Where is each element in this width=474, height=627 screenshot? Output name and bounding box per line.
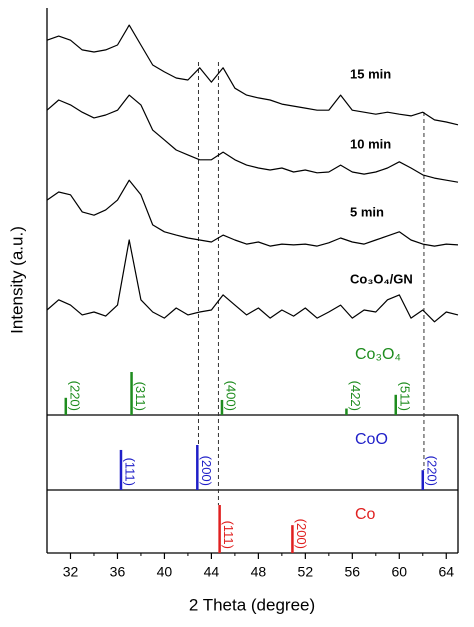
x-tick-label: 64 [438, 564, 454, 580]
x-tick-label: 60 [391, 564, 407, 580]
x-tick-label: 48 [251, 564, 267, 580]
x-tick-label: 52 [298, 564, 314, 580]
x-tick-label: 44 [204, 564, 220, 580]
xrd-curve [46, 94, 459, 183]
peak-label: (311) [133, 382, 148, 411]
curve-label: 15 min [350, 66, 391, 81]
peak-label: (200) [294, 519, 309, 549]
peak-label: (511) [397, 382, 412, 411]
peak-label: (220) [424, 456, 439, 486]
x-tick-label: 56 [345, 564, 361, 580]
x-tick-label: 32 [63, 564, 79, 580]
peak-label: (111) [123, 458, 138, 486]
peak-label: (400) [224, 381, 239, 411]
peak-label: (111) [221, 521, 236, 549]
x-tick-label: 36 [110, 564, 126, 580]
pattern-name: Co [355, 506, 376, 523]
y-axis-title: Intensity (a.u.) [7, 226, 26, 334]
pattern-name: CoO [355, 431, 388, 448]
x-axis-title: 2 Theta (degree) [189, 595, 315, 614]
xrd-curve [46, 24, 459, 126]
curve-label: 10 min [350, 136, 391, 151]
xrd-curve [46, 239, 459, 323]
peak-label: (220) [67, 381, 82, 411]
curve-label: Co₃O₄/GN [350, 271, 413, 286]
peak-label: (422) [348, 381, 363, 411]
pattern-name: Co₃O₄ [355, 346, 401, 363]
x-tick-label: 40 [157, 564, 173, 580]
peak-label: (200) [199, 456, 214, 486]
xrd-curve [46, 179, 459, 247]
curve-label: 5 min [350, 204, 384, 219]
